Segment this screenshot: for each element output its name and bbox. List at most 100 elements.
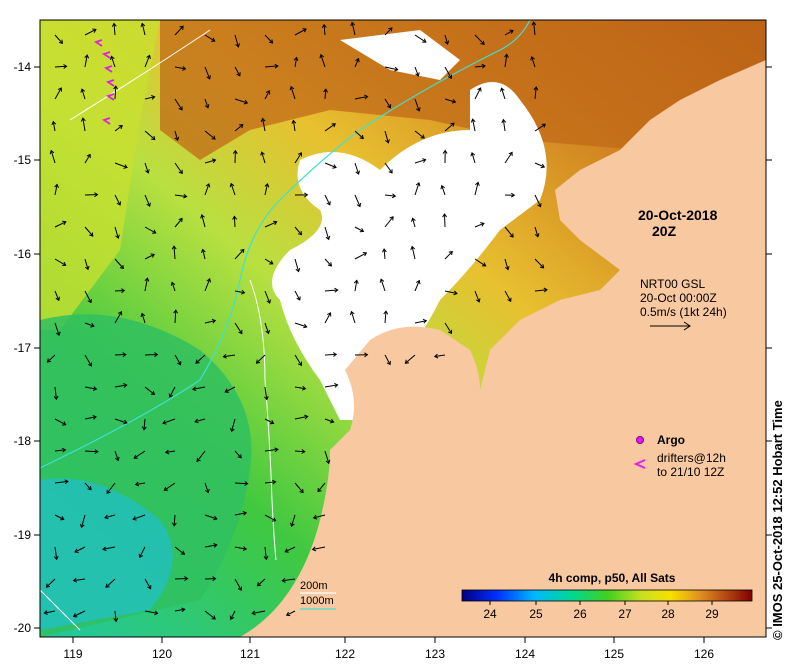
current-arrow: [354, 58, 359, 68]
current-arrow-head: [273, 220, 278, 226]
current-scale-arrow: [650, 321, 691, 331]
lon-tick-label: 124: [515, 647, 535, 661]
current-arrow-head: [332, 164, 337, 169]
current-arrow-head: [150, 390, 156, 395]
current-arrow: [52, 121, 56, 132]
current-arrow-head: [302, 28, 307, 33]
current-arrow: [533, 22, 536, 36]
current-arrow-head: [240, 289, 246, 295]
current-arrow: [534, 123, 546, 132]
isobath-200m-line: [249, 279, 277, 561]
current-arrow: [324, 226, 330, 240]
current-arrow: [294, 57, 298, 68]
current-arrow-head: [62, 220, 67, 226]
current-arrow-head: [211, 615, 216, 620]
current-arrow: [114, 384, 127, 388]
current-arrow: [204, 34, 215, 42]
current-arrow-head: [304, 414, 309, 420]
current-arrow: [54, 449, 66, 452]
current-arrow-head: [192, 386, 197, 392]
current-arrow-head: [171, 245, 177, 250]
current-arrow-head: [362, 252, 368, 257]
current-arrow-head: [211, 37, 216, 42]
current-arrow-head: [105, 583, 110, 588]
legend-drifters-line2: to 21/10 12Z: [657, 465, 724, 479]
current-arrow: [144, 278, 148, 292]
current-arrow: [84, 386, 97, 390]
current-arrow-head: [356, 203, 362, 208]
current-arrow-head: [321, 23, 327, 29]
current-arrow-head: [174, 136, 180, 142]
current-arrow: [264, 221, 277, 228]
current-arrow-head: [442, 213, 448, 218]
current-arrow: [114, 450, 119, 461]
current-arrow: [141, 23, 146, 36]
current-arrow: [234, 66, 241, 77]
current-arrow-head: [311, 546, 317, 552]
current-arrow: [230, 183, 236, 196]
current-arrow-head: [213, 515, 218, 521]
current-arrow-head: [94, 192, 99, 198]
current-arrow-head: [243, 99, 249, 105]
current-arrow: [324, 162, 337, 168]
current-arrow: [504, 29, 514, 36]
current-arrow: [114, 258, 124, 269]
current-arrow-head: [453, 290, 458, 296]
current-arrow-head: [94, 449, 99, 455]
current-arrow-head: [301, 449, 306, 454]
current-arrow: [174, 218, 183, 228]
current-arrow: [230, 610, 236, 620]
current-arrow-head: [420, 134, 425, 139]
current-arrow: [106, 482, 116, 494]
current-arrow: [162, 418, 176, 424]
current-arrow-head: [114, 456, 120, 462]
current-arrow-head: [104, 514, 109, 520]
current-arrow: [234, 482, 248, 485]
current-arrow-head: [151, 95, 156, 100]
current-arrow-head: [177, 361, 182, 366]
current-arrow: [384, 27, 393, 36]
current-arrow: [384, 194, 396, 197]
current-arrow: [204, 159, 216, 164]
current-arrow: [204, 320, 216, 324]
current-arrow-head: [237, 454, 242, 459]
current-arrow: [224, 386, 236, 393]
current-arrow: [204, 183, 210, 196]
current-arrow: [234, 249, 245, 260]
colorbar-title: 4h comp, p50, All Sats: [549, 571, 676, 585]
current-arrow: [114, 354, 126, 356]
current-arrow-head: [171, 522, 177, 527]
current-arrow-head: [232, 215, 237, 220]
lon-tick-label: 119: [63, 647, 82, 661]
current-arrow-head: [145, 169, 150, 174]
current-arrow: [174, 98, 183, 111]
isobath-1000m-line: [40, 20, 531, 469]
current-arrow: [113, 23, 116, 36]
current-arrow: [294, 152, 302, 164]
current-arrow: [354, 130, 364, 139]
current-arrow: [474, 258, 486, 267]
current-arrow: [290, 86, 296, 100]
current-arrow: [264, 90, 270, 100]
current-arrow-head: [49, 149, 55, 155]
current-arrow: [354, 280, 358, 292]
current-arrow: [114, 311, 122, 324]
current-arrow: [144, 578, 152, 589]
current-arrow-head: [274, 447, 279, 453]
current-arrow-head: [470, 118, 476, 123]
colorbar-tick-label: 29: [705, 607, 719, 621]
lon-tick-label: 122: [335, 647, 355, 661]
current-arrow-head: [510, 192, 516, 198]
current-arrow-head: [54, 183, 59, 188]
mid-temp-region: [40, 20, 160, 330]
current-arrow: [54, 386, 57, 400]
current-arrow: [54, 258, 66, 266]
current-arrow-head: [200, 214, 205, 219]
current-arrow-head: [416, 279, 421, 285]
current-arrow: [171, 282, 176, 292]
current-arrow: [324, 384, 338, 388]
current-arrow-head: [290, 522, 295, 528]
current-arrow: [384, 216, 394, 228]
current-arrow: [141, 313, 146, 324]
current-arrow: [144, 354, 158, 356]
